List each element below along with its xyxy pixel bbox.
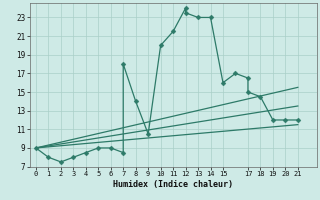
X-axis label: Humidex (Indice chaleur): Humidex (Indice chaleur) — [113, 180, 233, 189]
